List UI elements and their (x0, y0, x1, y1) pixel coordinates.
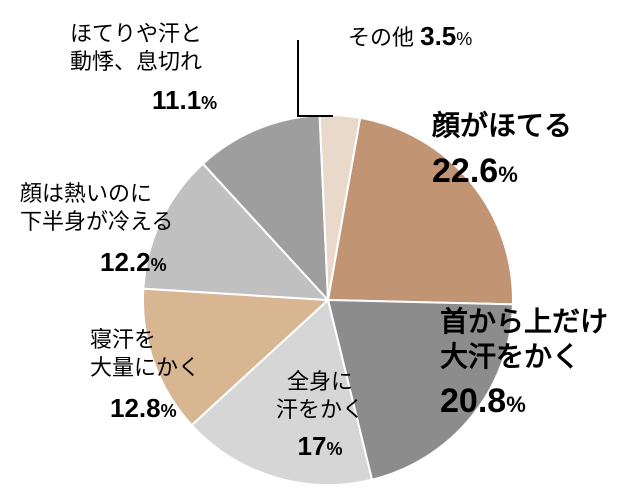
slice-label-1: 首から上だけ大汗をかく (440, 304, 608, 374)
slice-label-6: その他 3.5% (348, 20, 472, 53)
pie-chart: 顔がほてる 22.6% 首から上だけ大汗をかく 20.8% 全身に汗をかく 17% 寝汗を大… (0, 0, 640, 500)
slice-pct-4: 12.2% (100, 246, 167, 279)
pie-svg (0, 0, 640, 500)
slice-pct-2: 17% (298, 430, 343, 463)
slice-pct-5: 11.1% (152, 84, 217, 117)
leader-line (298, 40, 333, 116)
slice-label-5: ほてりや汗と動悸、息切れ (70, 20, 202, 75)
slice-label-3: 寝汗を大量にかく (90, 326, 200, 381)
slice-pct-1: 20.8% (440, 380, 526, 423)
slice-label-2: 全身に汗をかく (276, 368, 364, 423)
slice-pct-3: 12.8% (110, 392, 177, 425)
slice-label-0: 顔がほてる (432, 108, 572, 143)
slice-pct-0: 22.6% (432, 150, 518, 193)
slice-label-4: 顔は熱いのに下半身が冷える (20, 180, 173, 235)
